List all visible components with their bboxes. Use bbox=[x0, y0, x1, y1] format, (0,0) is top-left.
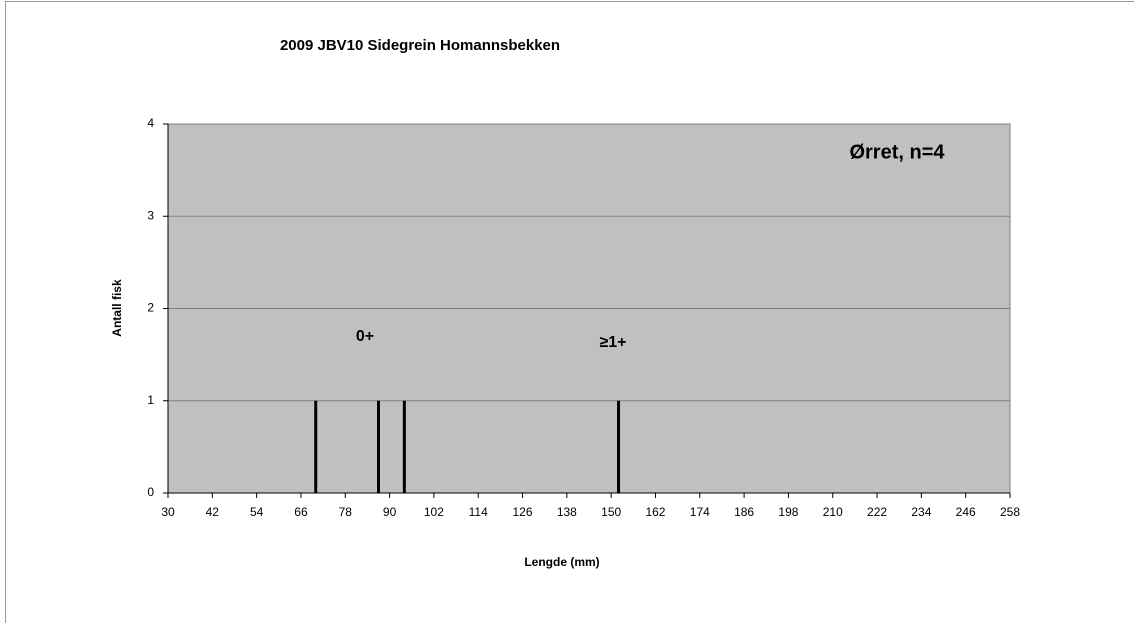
x-tick-label: 162 bbox=[645, 505, 665, 519]
x-tick-label: 138 bbox=[557, 505, 577, 519]
y-tick-label: 3 bbox=[147, 208, 154, 222]
bar bbox=[314, 400, 318, 493]
x-tick-label: 126 bbox=[513, 505, 533, 519]
x-tick-label: 54 bbox=[250, 505, 264, 519]
bar bbox=[377, 400, 380, 493]
y-axis-label: Antall fisk bbox=[110, 279, 124, 337]
x-tick-label: 66 bbox=[294, 505, 308, 519]
x-tick-label: 114 bbox=[469, 505, 488, 519]
x-tick-label: 234 bbox=[911, 505, 931, 519]
x-tick-label: 198 bbox=[778, 505, 798, 519]
annotation: 0+ bbox=[356, 328, 374, 345]
y-tick-label: 2 bbox=[147, 301, 154, 315]
bar bbox=[402, 400, 406, 493]
chart-title: 2009 JBV10 Sidegrein Homannsbekken bbox=[280, 37, 560, 54]
x-axis-label: Lengde (mm) bbox=[524, 555, 599, 569]
x-tick-label: 30 bbox=[161, 505, 175, 519]
x-tick-label: 174 bbox=[690, 505, 710, 519]
x-tick-label: 102 bbox=[424, 505, 444, 519]
x-tick-label: 222 bbox=[867, 505, 887, 519]
y-tick-label: 1 bbox=[147, 393, 154, 407]
x-tick-label: 42 bbox=[206, 505, 220, 519]
annotation: ≥1+ bbox=[599, 334, 626, 351]
x-tick-label: 78 bbox=[339, 505, 353, 519]
x-tick-label: 186 bbox=[734, 505, 754, 519]
y-tick-label: 0 bbox=[147, 485, 154, 499]
x-tick-label: 150 bbox=[601, 505, 621, 519]
x-tick-label: 258 bbox=[1000, 505, 1020, 519]
annotation: Ørret, n=4 bbox=[849, 141, 945, 163]
x-tick-label: 210 bbox=[823, 505, 843, 519]
y-tick-label: 4 bbox=[147, 116, 154, 130]
x-tick-label: 246 bbox=[956, 505, 976, 519]
bar bbox=[617, 400, 621, 493]
x-tick-label: 90 bbox=[383, 505, 397, 519]
